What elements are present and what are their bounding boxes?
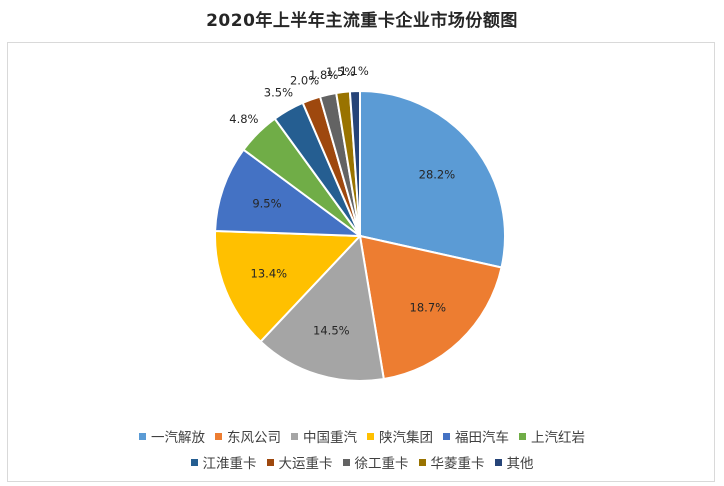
legend-swatch <box>139 432 146 440</box>
data-label-9: 1.5% <box>326 65 355 79</box>
legend-swatch <box>418 458 426 466</box>
data-label-6: 3.5% <box>264 86 293 100</box>
legend-label: 中国重汽 <box>303 430 357 446</box>
pie-slice-2 <box>259 233 385 382</box>
legend-item-10: 其他 <box>494 452 534 472</box>
legend-label: 东风公司 <box>227 430 281 446</box>
legend-item-5: 上汽红岩 <box>519 426 585 446</box>
pie-slice-4 <box>214 148 364 238</box>
legend-item-4: 福田汽车 <box>443 426 509 446</box>
legend-swatch <box>342 458 350 466</box>
legend-label: 江淮重卡 <box>202 456 257 472</box>
data-label-2: 14.5% <box>313 323 350 337</box>
legend-label: 陕汽集团 <box>379 430 433 446</box>
legend-label: 上汽红岩 <box>531 430 585 446</box>
pie-slice-3 <box>214 229 363 343</box>
data-label-8: 1.8% <box>309 68 338 82</box>
pie-slice-0 <box>359 89 506 269</box>
legend-label: 徐工重卡 <box>354 456 409 472</box>
pie-slice-1 <box>358 234 503 381</box>
legend-swatch <box>190 458 198 466</box>
legend-swatch <box>519 432 526 440</box>
legend-row-2: 江淮重卡 大运重卡 徐工重卡 华菱重卡 其他 <box>0 452 724 472</box>
data-labels: 28.2% 18.7% 14.5% 13.4% 9.5% 4.8% 3.5%2.0%1.8%… <box>229 64 455 337</box>
pie-slice-10 <box>348 89 361 237</box>
chart-title: 2020年上半年主流重卡企业市场份额图 <box>206 11 518 31</box>
legend-item-9: 华菱重卡 <box>418 452 485 472</box>
legend-item-8: 徐工重卡 <box>342 452 409 472</box>
data-label-5: 4.8% <box>229 112 258 126</box>
legend-swatch <box>291 432 298 440</box>
legend-label: 其他 <box>506 456 534 472</box>
legend-swatch <box>266 458 274 466</box>
data-label-0: 28.2% <box>419 167 456 181</box>
legend-label: 大运重卡 <box>278 456 333 472</box>
data-label-4: 9.5% <box>252 196 281 210</box>
legend-swatch <box>443 432 450 440</box>
legend-row-1: 一汽解放 东风公司 中国重汽 陕汽集团 福田汽车 上汽红岩 <box>0 426 724 446</box>
pie-slices <box>214 89 506 382</box>
legend-item-6: 江淮重卡 <box>190 452 257 472</box>
legend-swatch <box>494 458 502 466</box>
data-label-7: 2.0% <box>290 74 319 88</box>
legend-label: 华菱重卡 <box>430 456 485 472</box>
data-label-10: 1.1% <box>340 64 369 78</box>
legend-label: 一汽解放 <box>151 430 205 446</box>
legend-item-0: 一汽解放 <box>139 426 205 446</box>
legend-label: 福田汽车 <box>455 430 509 446</box>
legend-item-3: 陕汽集团 <box>367 426 433 446</box>
data-label-3: 13.4% <box>251 267 288 281</box>
legend-swatch <box>367 432 374 440</box>
legend-item-1: 东风公司 <box>215 426 281 446</box>
legend-item-2: 中国重汽 <box>291 426 357 446</box>
legend-item-7: 大运重卡 <box>266 452 333 472</box>
data-label-1: 18.7% <box>410 301 447 315</box>
legend-swatch <box>215 432 222 440</box>
